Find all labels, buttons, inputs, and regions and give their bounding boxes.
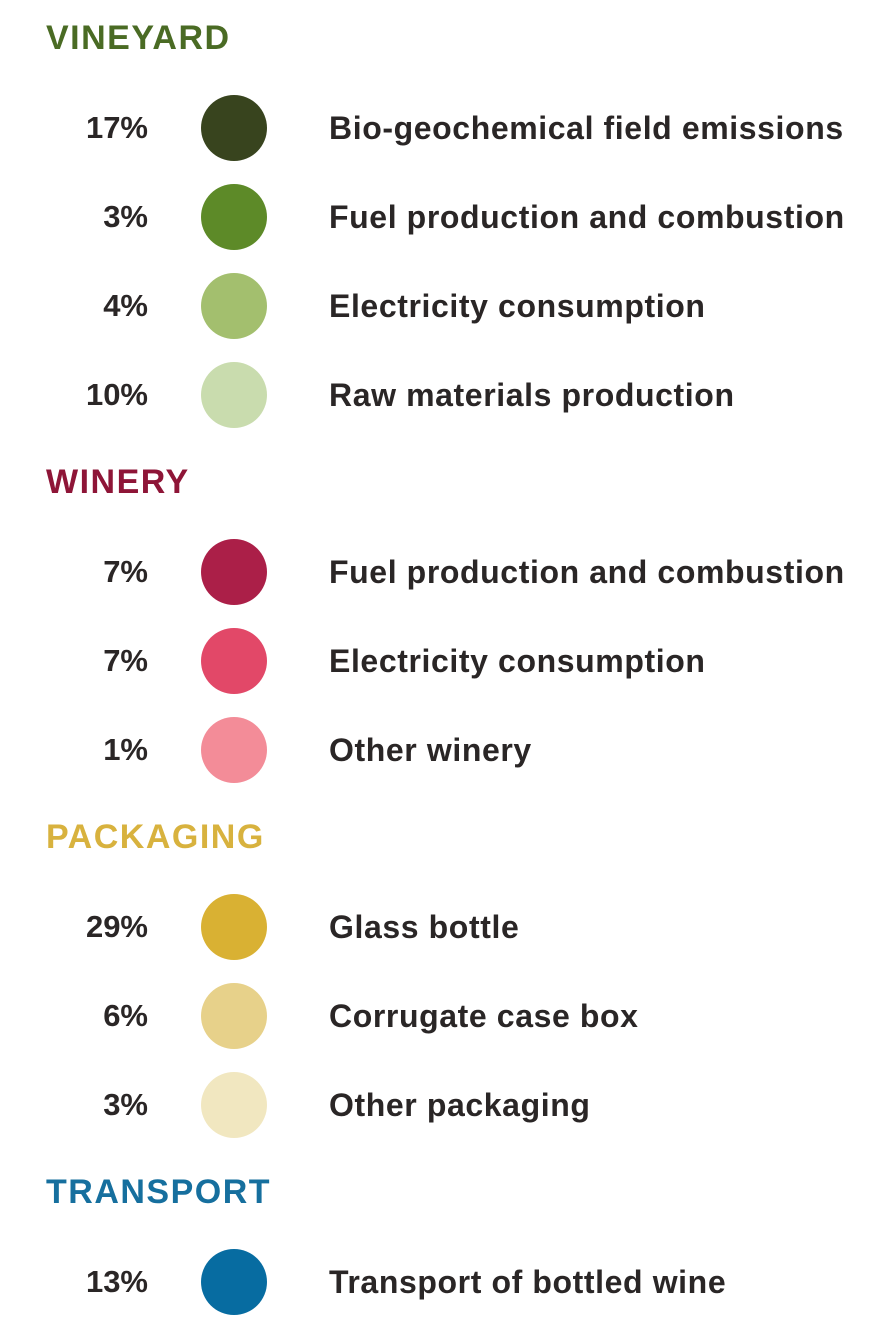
category-label: Other winery	[329, 732, 532, 768]
percentage-value: 3%	[103, 1087, 148, 1122]
percentage-value: 1%	[103, 732, 148, 767]
category-label: Electricity consumption	[329, 288, 706, 324]
color-swatch-dot	[201, 184, 267, 250]
color-swatch-dot	[201, 717, 267, 783]
group-title-vineyard: VINEYARD	[46, 19, 231, 57]
color-swatch-dot	[201, 1249, 267, 1315]
percentage-value: 10%	[85, 377, 148, 412]
percentage-value: 7%	[103, 554, 148, 589]
category-label: Fuel production and combustion	[329, 554, 845, 590]
percentage-value: 4%	[103, 288, 148, 323]
percentage-value: 13%	[85, 1264, 148, 1299]
group-title-packaging: PACKAGING	[46, 818, 265, 856]
category-label: Transport of bottled wine	[329, 1264, 727, 1300]
category-label: Raw materials production	[329, 377, 735, 413]
category-label: Electricity consumption	[329, 643, 706, 679]
percentage-value: 17%	[85, 110, 148, 145]
group-title-transport: TRANSPORT	[46, 1173, 272, 1211]
category-label: Bio-geochemical field emissions	[329, 110, 844, 146]
color-swatch-dot	[201, 983, 267, 1049]
color-swatch-dot	[201, 539, 267, 605]
percentage-value: 3%	[103, 199, 148, 234]
color-swatch-dot	[201, 362, 267, 428]
group-title-winery: WINERY	[46, 463, 190, 501]
color-swatch-dot	[201, 1072, 267, 1138]
color-swatch-dot	[201, 95, 267, 161]
percentage-value: 29%	[85, 909, 148, 944]
color-swatch-dot	[201, 628, 267, 694]
category-label: Fuel production and combustion	[329, 199, 845, 235]
category-label: Corrugate case box	[329, 998, 639, 1034]
percentage-value: 7%	[103, 643, 148, 678]
percentage-value: 6%	[103, 998, 148, 1033]
color-swatch-dot	[201, 894, 267, 960]
category-label: Other packaging	[329, 1087, 591, 1123]
category-label: Glass bottle	[329, 909, 520, 945]
color-swatch-dot	[201, 273, 267, 339]
